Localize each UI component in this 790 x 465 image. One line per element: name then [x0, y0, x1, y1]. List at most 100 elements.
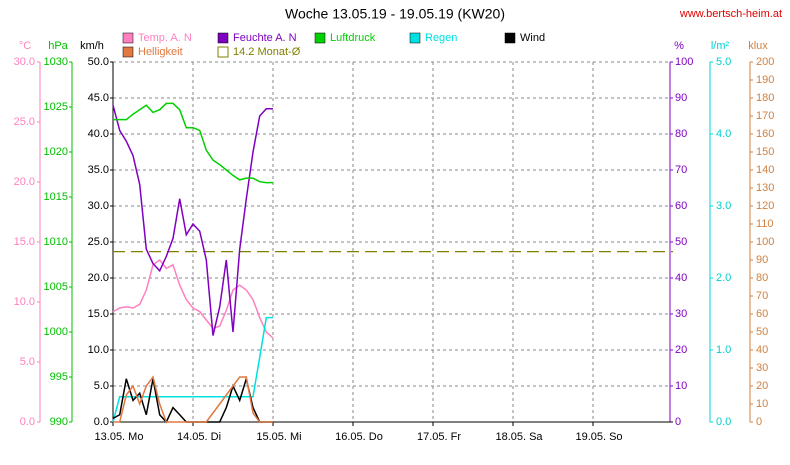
legend-label: Feuchte A. N: [233, 32, 297, 44]
x-tick-label: 19.05. So: [575, 431, 622, 443]
legend-swatch: [122, 32, 134, 44]
y-tick-label: 20.0: [14, 176, 35, 188]
y-tick-label: 20: [675, 344, 687, 356]
y-tick-label: 90: [756, 254, 768, 266]
y-tick-label: 10: [756, 398, 768, 410]
y-tick-label: 30.0: [88, 200, 109, 212]
y-tick-label: 1000: [44, 326, 68, 338]
y-tick-label: 180: [756, 92, 774, 104]
y-tick-label: 150: [756, 146, 774, 158]
y-tick-label: 140: [756, 164, 774, 176]
y-tick-label: 5.0: [20, 356, 35, 368]
series-line: [113, 102, 273, 184]
y-tick-label: 130: [756, 182, 774, 194]
y-tick-label: 40: [675, 272, 687, 284]
legend-swatch: [314, 32, 326, 44]
x-tick-label: 18.05. Sa: [495, 431, 543, 443]
y-tick-label: 40.0: [88, 128, 109, 140]
axis-unit: hPa: [48, 40, 68, 52]
y-tick-label: 1010: [44, 236, 68, 248]
y-tick-label: 15.0: [88, 308, 109, 320]
legend-label: Luftdruck: [330, 32, 376, 44]
y-tick-label: 50: [675, 236, 687, 248]
y-tick-label: 60: [675, 200, 687, 212]
legend-swatch: [122, 46, 134, 58]
y-tick-label: 45.0: [88, 92, 109, 104]
legend-label: Helligkeit: [138, 46, 183, 58]
y-tick-label: 20: [756, 380, 768, 392]
axis-unit: l/m²: [711, 40, 730, 52]
x-tick-label: 17.05. Fr: [417, 431, 461, 443]
y-tick-label: 10: [675, 380, 687, 392]
y-tick-label: 25.0: [14, 116, 35, 128]
series-line: [112, 258, 274, 339]
y-tick-label: 25.0: [88, 236, 109, 248]
x-tick-label: 14.05. Di: [177, 431, 221, 443]
y-tick-label: 10.0: [88, 344, 109, 356]
y-tick-label: 30.0: [14, 56, 35, 68]
y-tick-label: 1015: [44, 191, 68, 203]
y-tick-label: 200: [756, 56, 774, 68]
y-tick-label: 30: [756, 362, 768, 374]
y-tick-label: 0.0: [20, 416, 35, 428]
y-tick-label: 110: [756, 218, 774, 230]
legend-label: Wind: [520, 32, 545, 44]
series-line: [113, 375, 273, 423]
chart-title: Woche 13.05.19 - 19.05.19 (KW20): [285, 6, 505, 22]
axis-unit: klux: [748, 40, 768, 52]
y-tick-label: 0.0: [716, 416, 731, 428]
legend-swatch: [409, 32, 421, 44]
y-tick-label: 100: [675, 56, 693, 68]
legend-label: 14.2 Monat-Ø: [233, 46, 301, 58]
y-tick-label: 40: [756, 344, 768, 356]
y-tick-label: 3.0: [716, 200, 731, 212]
legend-label: Temp. A. N: [138, 32, 192, 44]
site-url: www.bertsch-heim.at: [679, 8, 782, 20]
x-tick-label: 13.05. Mo: [95, 431, 144, 443]
legend-swatch: [217, 46, 229, 58]
y-tick-label: 170: [756, 110, 774, 122]
y-tick-label: 190: [756, 74, 774, 86]
y-tick-label: 1020: [44, 146, 68, 158]
y-tick-label: 990: [50, 416, 68, 428]
y-tick-label: 80: [756, 272, 768, 284]
y-tick-label: 35.0: [88, 164, 109, 176]
y-tick-label: 120: [756, 200, 774, 212]
y-tick-label: 5.0: [716, 56, 731, 68]
legend-swatch: [504, 32, 516, 44]
y-tick-label: 2.0: [716, 272, 731, 284]
y-tick-label: 90: [675, 92, 687, 104]
y-tick-label: 50.0: [88, 56, 109, 68]
y-tick-label: 15.0: [14, 236, 35, 248]
y-tick-label: 80: [675, 128, 687, 140]
y-tick-label: 50: [756, 326, 768, 338]
axis-unit: km/h: [80, 40, 104, 52]
y-tick-label: 60: [756, 308, 768, 320]
y-tick-label: 0: [675, 416, 681, 428]
y-tick-label: 1030: [44, 56, 68, 68]
axis-unit: %: [674, 40, 684, 52]
y-tick-label: 1005: [44, 281, 68, 293]
y-tick-label: 10.0: [14, 296, 35, 308]
x-tick-label: 15.05. Mi: [256, 431, 301, 443]
y-tick-label: 0: [756, 416, 762, 428]
legend-label: Regen: [425, 32, 457, 44]
y-tick-label: 30: [675, 308, 687, 320]
legend-swatch: [217, 32, 229, 44]
y-tick-label: 1.0: [716, 344, 731, 356]
y-tick-label: 100: [756, 236, 774, 248]
y-tick-label: 995: [50, 371, 68, 383]
y-tick-label: 70: [756, 290, 768, 302]
y-tick-label: 20.0: [88, 272, 109, 284]
y-tick-label: 5.0: [94, 380, 109, 392]
series-line: [112, 105, 273, 336]
series-line: [112, 316, 273, 423]
y-tick-label: 70: [675, 164, 687, 176]
y-tick-label: 0.0: [94, 416, 109, 428]
y-tick-label: 4.0: [716, 128, 731, 140]
x-tick-label: 16.05. Do: [335, 431, 383, 443]
y-tick-label: 1025: [44, 101, 68, 113]
y-tick-label: 160: [756, 128, 774, 140]
